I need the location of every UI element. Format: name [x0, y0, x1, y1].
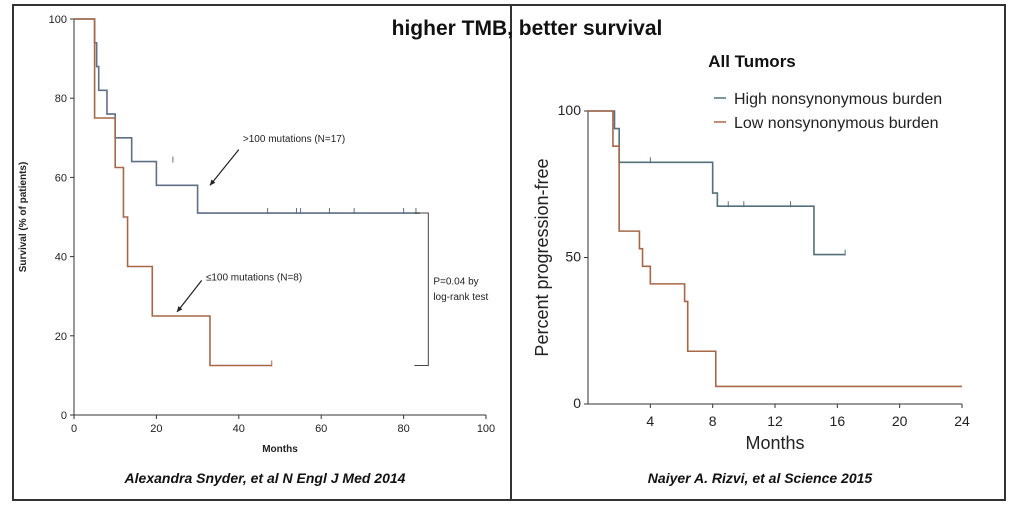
left-axes: [73, 19, 486, 416]
y-tick-label: 100: [558, 102, 582, 118]
annotation-high-mutations: >100 mutations (N=17): [243, 134, 345, 145]
bracket-line: [414, 212, 429, 366]
y-tick-label: 0: [61, 410, 67, 422]
x-tick-label: 12: [767, 413, 783, 429]
y-tick-label: 80: [55, 93, 67, 105]
right-series: [588, 110, 962, 388]
series-line-0: [74, 18, 421, 214]
right-axes: [587, 111, 962, 405]
right-ticks: 4 8 12 16 20 24 0 50 100: [558, 102, 970, 429]
headline: higher TMB, better survival: [392, 17, 663, 40]
chart-right: All Tumors 4 8 12 16 20 24 0 50 100 High nonsyno…: [532, 52, 970, 486]
left-y-axis-label: Survival (% of patients): [18, 162, 29, 273]
y-tick-label: 50: [565, 249, 581, 265]
right-x-axis-label: Months: [745, 433, 804, 453]
x-tick-label: 0: [71, 423, 77, 435]
x-tick-label: 4: [646, 413, 654, 429]
y-tick-label: 20: [55, 331, 67, 343]
right-panel-frame: [510, 4, 1006, 501]
x-tick-label: 16: [830, 413, 846, 429]
arrow-shaft: [209, 149, 240, 186]
pvalue-line2: log-rank test: [433, 292, 488, 303]
right-legend: High nonsynonymous burden Low nonsynonym…: [714, 91, 942, 132]
y-tick-label: 100: [49, 14, 67, 26]
left-panel-frame: [12, 4, 512, 501]
x-tick-label: 40: [233, 423, 245, 435]
right-chart-title: All Tumors: [708, 52, 796, 71]
right-citation: Naiyer A. Rizvi, et al Science 2015: [648, 470, 873, 486]
left-ticks: 0 20 40 60 80 100 0 20 40 60 80 100: [49, 14, 496, 435]
left-x-axis-label: Months: [262, 444, 298, 455]
y-tick-label: 40: [55, 252, 67, 264]
annotation-low-mutations: ≤100 mutations (N=8): [206, 272, 302, 283]
series-line-1: [74, 18, 272, 367]
x-tick-label: 100: [477, 423, 495, 435]
arrow-head: [209, 179, 216, 186]
y-tick-label: 60: [55, 172, 67, 184]
x-tick-label: 8: [709, 413, 717, 429]
left-series: [74, 18, 421, 367]
annotation-arrows: [176, 149, 240, 313]
legend-label-high: High nonsynonymous burden: [734, 91, 942, 108]
left-citation: Alexandra Snyder, et al N Engl J Med 201…: [124, 470, 406, 486]
x-tick-label: 20: [892, 413, 908, 429]
right-y-axis-label: Percent progression-free: [532, 158, 552, 356]
arrow-shaft: [176, 279, 203, 313]
x-tick-label: 20: [150, 423, 162, 435]
y-tick-label: 0: [573, 395, 581, 411]
series-line-0: [588, 110, 846, 256]
arrow-head: [177, 306, 183, 313]
legend-label-low: Low nonsynonymous burden: [734, 115, 939, 132]
chart-left: 0 20 40 60 80 100 0 20 40 60 80 100 Months Survival…: [18, 14, 495, 486]
pvalue-line1: P=0.04 by: [433, 276, 478, 287]
series-line-1: [588, 110, 962, 388]
x-tick-label: 60: [315, 423, 327, 435]
x-tick-label: 24: [954, 413, 970, 429]
pvalue-bracket: [414, 212, 429, 366]
x-tick-label: 80: [397, 423, 409, 435]
